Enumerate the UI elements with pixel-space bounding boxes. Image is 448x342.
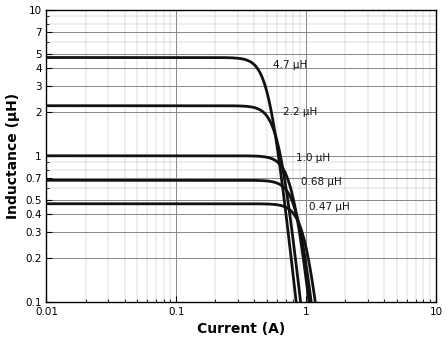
Text: 4.7 μH: 4.7 μH: [273, 60, 308, 70]
X-axis label: Current (A): Current (A): [197, 323, 285, 337]
Text: 1.0 μH: 1.0 μH: [296, 153, 330, 163]
Y-axis label: Inductance (μH): Inductance (μH): [5, 93, 20, 219]
Text: 0.68 μH: 0.68 μH: [302, 177, 342, 187]
Text: 0.47 μH: 0.47 μH: [309, 201, 349, 211]
Text: 2.2 μH: 2.2 μH: [283, 107, 317, 117]
